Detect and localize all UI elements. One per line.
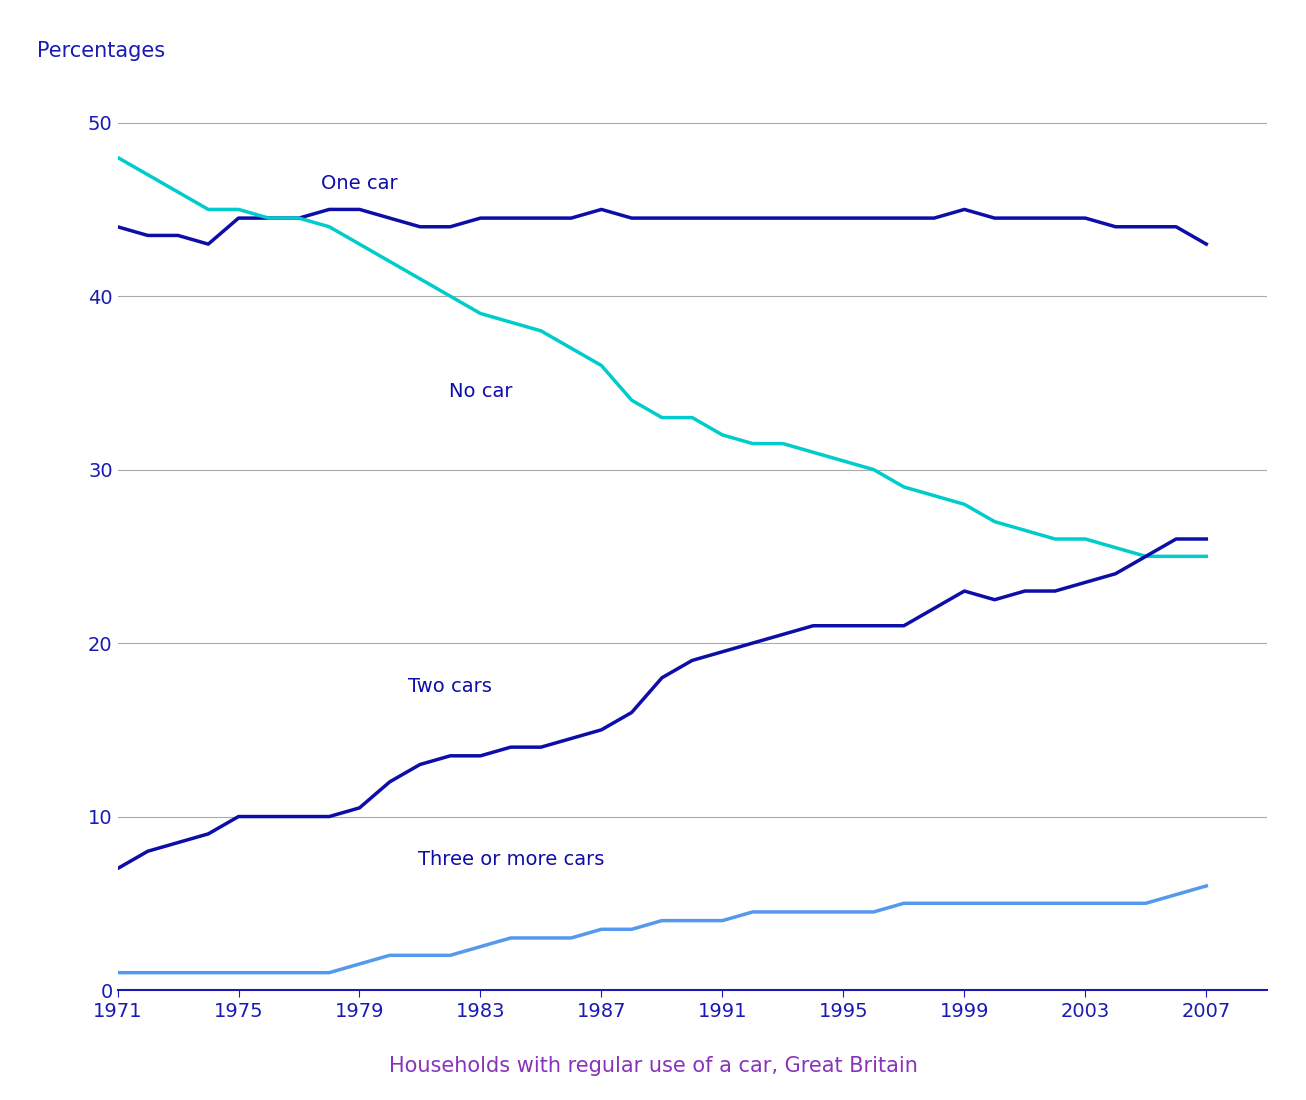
Text: Three or more cars: Three or more cars xyxy=(418,850,603,869)
Text: No car: No car xyxy=(449,382,512,402)
Text: Two cars: Two cars xyxy=(409,676,492,696)
Text: Households with regular use of a car, Great Britain: Households with regular use of a car, Gr… xyxy=(389,1056,917,1077)
Text: One car: One car xyxy=(321,174,398,192)
Text: Percentages: Percentages xyxy=(37,41,166,60)
